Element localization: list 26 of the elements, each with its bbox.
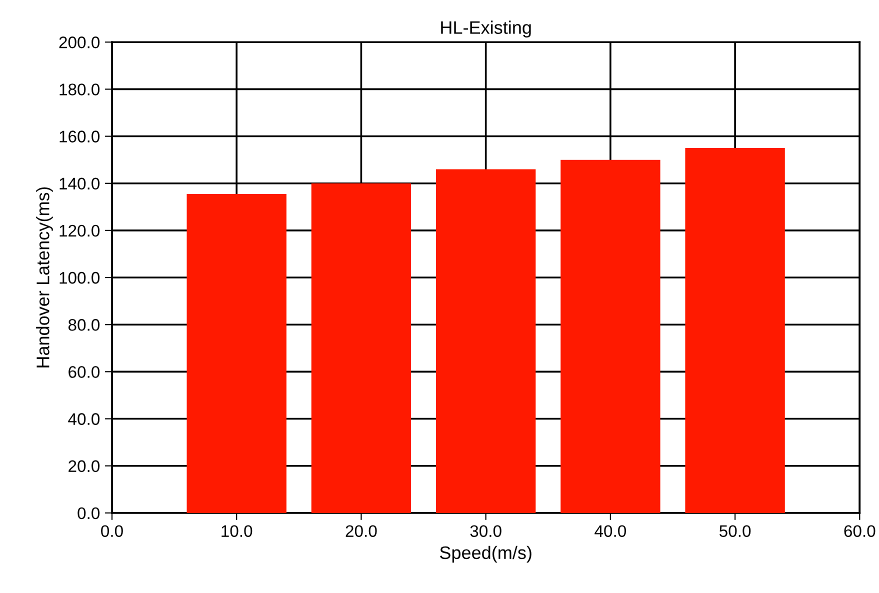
x-tick-label: 20.0 [346,525,377,537]
bar [186,194,286,513]
bar [685,148,785,513]
x-tick-label: 40.0 [594,525,626,537]
y-tick-label: 120.0 [60,224,100,237]
bar [436,169,536,513]
y-tick-label: 40.0 [68,413,100,425]
bar [560,160,660,513]
x-tick-label: 30.0 [470,525,502,537]
y-tick-label: 0.0 [78,507,100,520]
chart-title: HL-Existing [441,20,531,38]
x-tick-label: 50.0 [720,525,751,537]
y-tick-label: 20.0 [68,460,100,472]
y-tick-label: 180.0 [60,84,100,96]
y-tick-label: 60.0 [68,366,100,378]
x-tick-label: 0.0 [101,525,123,537]
y-tick-label: 80.0 [68,319,100,331]
y-tick-label: 160.0 [60,130,100,142]
y-tick-label: 200.0 [59,36,100,48]
x-tick-label: 60.0 [844,525,876,537]
bar [311,183,412,513]
x-axis-title: Speed(m/s) [440,546,532,563]
y-axis-title: Handover Latency(ms) [36,187,53,368]
x-tick-label: 10.0 [222,525,252,537]
y-tick-label: 100.0 [60,272,100,284]
y-tick-label: 140.0 [60,178,100,190]
